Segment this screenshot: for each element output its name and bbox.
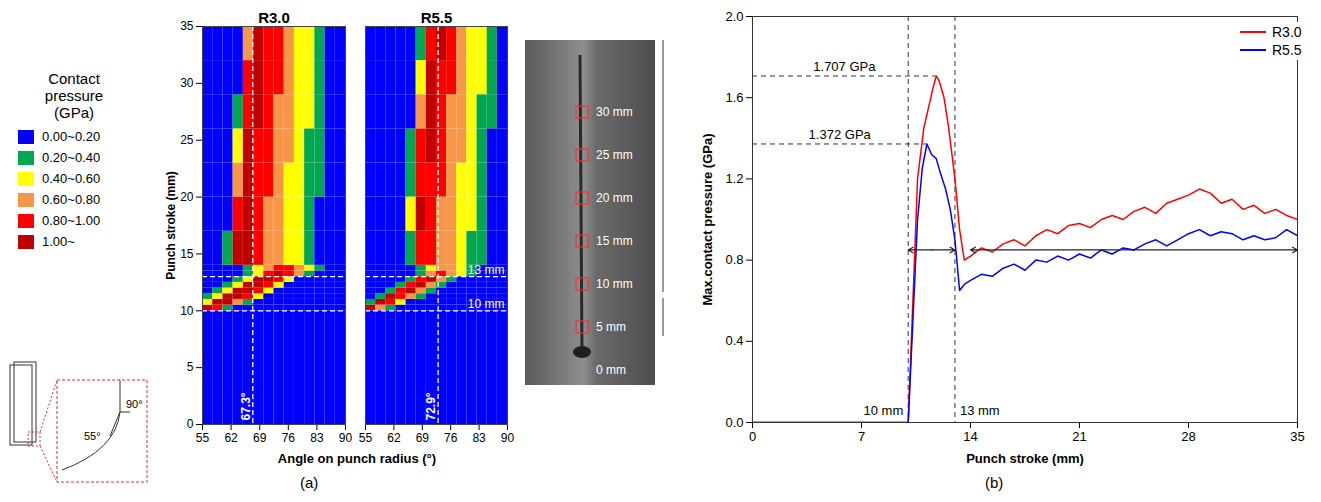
svg-text:0: 0 <box>187 417 194 431</box>
svg-text:72.9°: 72.9° <box>424 392 438 420</box>
svg-text:0.8: 0.8 <box>725 252 743 267</box>
svg-text:Punch stroke (mm): Punch stroke (mm) <box>164 171 178 280</box>
svg-text:0: 0 <box>749 429 756 444</box>
svg-text:90: 90 <box>339 431 353 445</box>
svg-text:83: 83 <box>310 431 324 445</box>
html-text:0.40~0.60: 0.40~0.60 <box>42 171 101 186</box>
svg-text:76: 76 <box>282 431 296 445</box>
svg-text:90°: 90° <box>126 398 143 410</box>
svg-text:15: 15 <box>180 247 194 261</box>
svg-text:0.4: 0.4 <box>725 333 743 348</box>
svg-text:55: 55 <box>359 431 373 445</box>
html-text:0.00~0.20: 0.00~0.20 <box>42 129 101 144</box>
svg-text:1.2: 1.2 <box>725 171 743 186</box>
svg-text:62: 62 <box>387 431 401 445</box>
svg-text:35: 35 <box>180 19 194 33</box>
html-text:Angle on punch radius (°): Angle on punch radius (°) <box>277 451 437 466</box>
svg-text:7: 7 <box>858 429 865 444</box>
svg-text:62: 62 <box>224 431 238 445</box>
svg-text:67.3°: 67.3° <box>239 392 253 420</box>
html-text:(a): (a) <box>300 474 319 491</box>
svg-text:30: 30 <box>180 76 194 90</box>
svg-text:0.0: 0.0 <box>725 415 743 430</box>
html-text:0.20~0.40: 0.20~0.40 <box>42 150 101 165</box>
svg-text:21: 21 <box>1072 429 1086 444</box>
svg-text:1.6: 1.6 <box>725 90 743 105</box>
html-text:pressure: pressure <box>44 87 104 104</box>
svg-text:76: 76 <box>444 431 458 445</box>
svg-text:1.707 GPa: 1.707 GPa <box>813 59 876 74</box>
html-text:R3.0: R3.0 <box>1272 24 1302 40</box>
svg-text:13 mm: 13 mm <box>960 403 1000 418</box>
svg-text:30 mm: 30 mm <box>596 105 633 119</box>
svg-text:10 mm: 10 mm <box>863 403 903 418</box>
svg-text:Punch stroke (mm): Punch stroke (mm) <box>966 451 1084 466</box>
html-text:(b): (b) <box>985 474 1004 491</box>
html-text:Contact: Contact <box>48 70 100 87</box>
svg-text:55: 55 <box>196 431 210 445</box>
svg-text:25: 25 <box>180 133 194 147</box>
svg-text:20 mm: 20 mm <box>596 191 633 205</box>
html-text:(GPa): (GPa) <box>54 104 94 121</box>
svg-text:15 mm: 15 mm <box>596 234 633 248</box>
svg-text:1.372 GPa: 1.372 GPa <box>809 127 872 142</box>
svg-text:10: 10 <box>180 304 194 318</box>
html-text:0.80~1.00: 0.80~1.00 <box>42 213 101 228</box>
svg-text:69: 69 <box>416 431 430 445</box>
svg-text:R3.0: R3.0 <box>258 9 290 26</box>
svg-text:5: 5 <box>187 360 194 374</box>
svg-text:20: 20 <box>180 190 194 204</box>
svg-text:69: 69 <box>253 431 267 445</box>
svg-text:83: 83 <box>472 431 486 445</box>
svg-text:0 mm: 0 mm <box>596 363 626 377</box>
svg-text:Max.contact pressure (GPa): Max.contact pressure (GPa) <box>700 134 715 306</box>
svg-text:13 mm: 13 mm <box>468 263 505 277</box>
html-text:1.00~: 1.00~ <box>42 234 75 249</box>
svg-text:55°: 55° <box>84 430 101 442</box>
svg-text:10 mm: 10 mm <box>468 297 505 311</box>
html-text:R5.5: R5.5 <box>1272 42 1302 58</box>
svg-text:10 mm: 10 mm <box>596 277 633 291</box>
svg-text:25 mm: 25 mm <box>596 148 633 162</box>
svg-text:14: 14 <box>963 429 977 444</box>
svg-text:28: 28 <box>1181 429 1195 444</box>
svg-text:R5.5: R5.5 <box>421 9 453 26</box>
svg-text:2.0: 2.0 <box>725 9 743 24</box>
svg-text:90: 90 <box>501 431 515 445</box>
html-text:0.60~0.80: 0.60~0.80 <box>42 192 101 207</box>
svg-text:35: 35 <box>1290 429 1304 444</box>
svg-text:5 mm: 5 mm <box>596 320 626 334</box>
